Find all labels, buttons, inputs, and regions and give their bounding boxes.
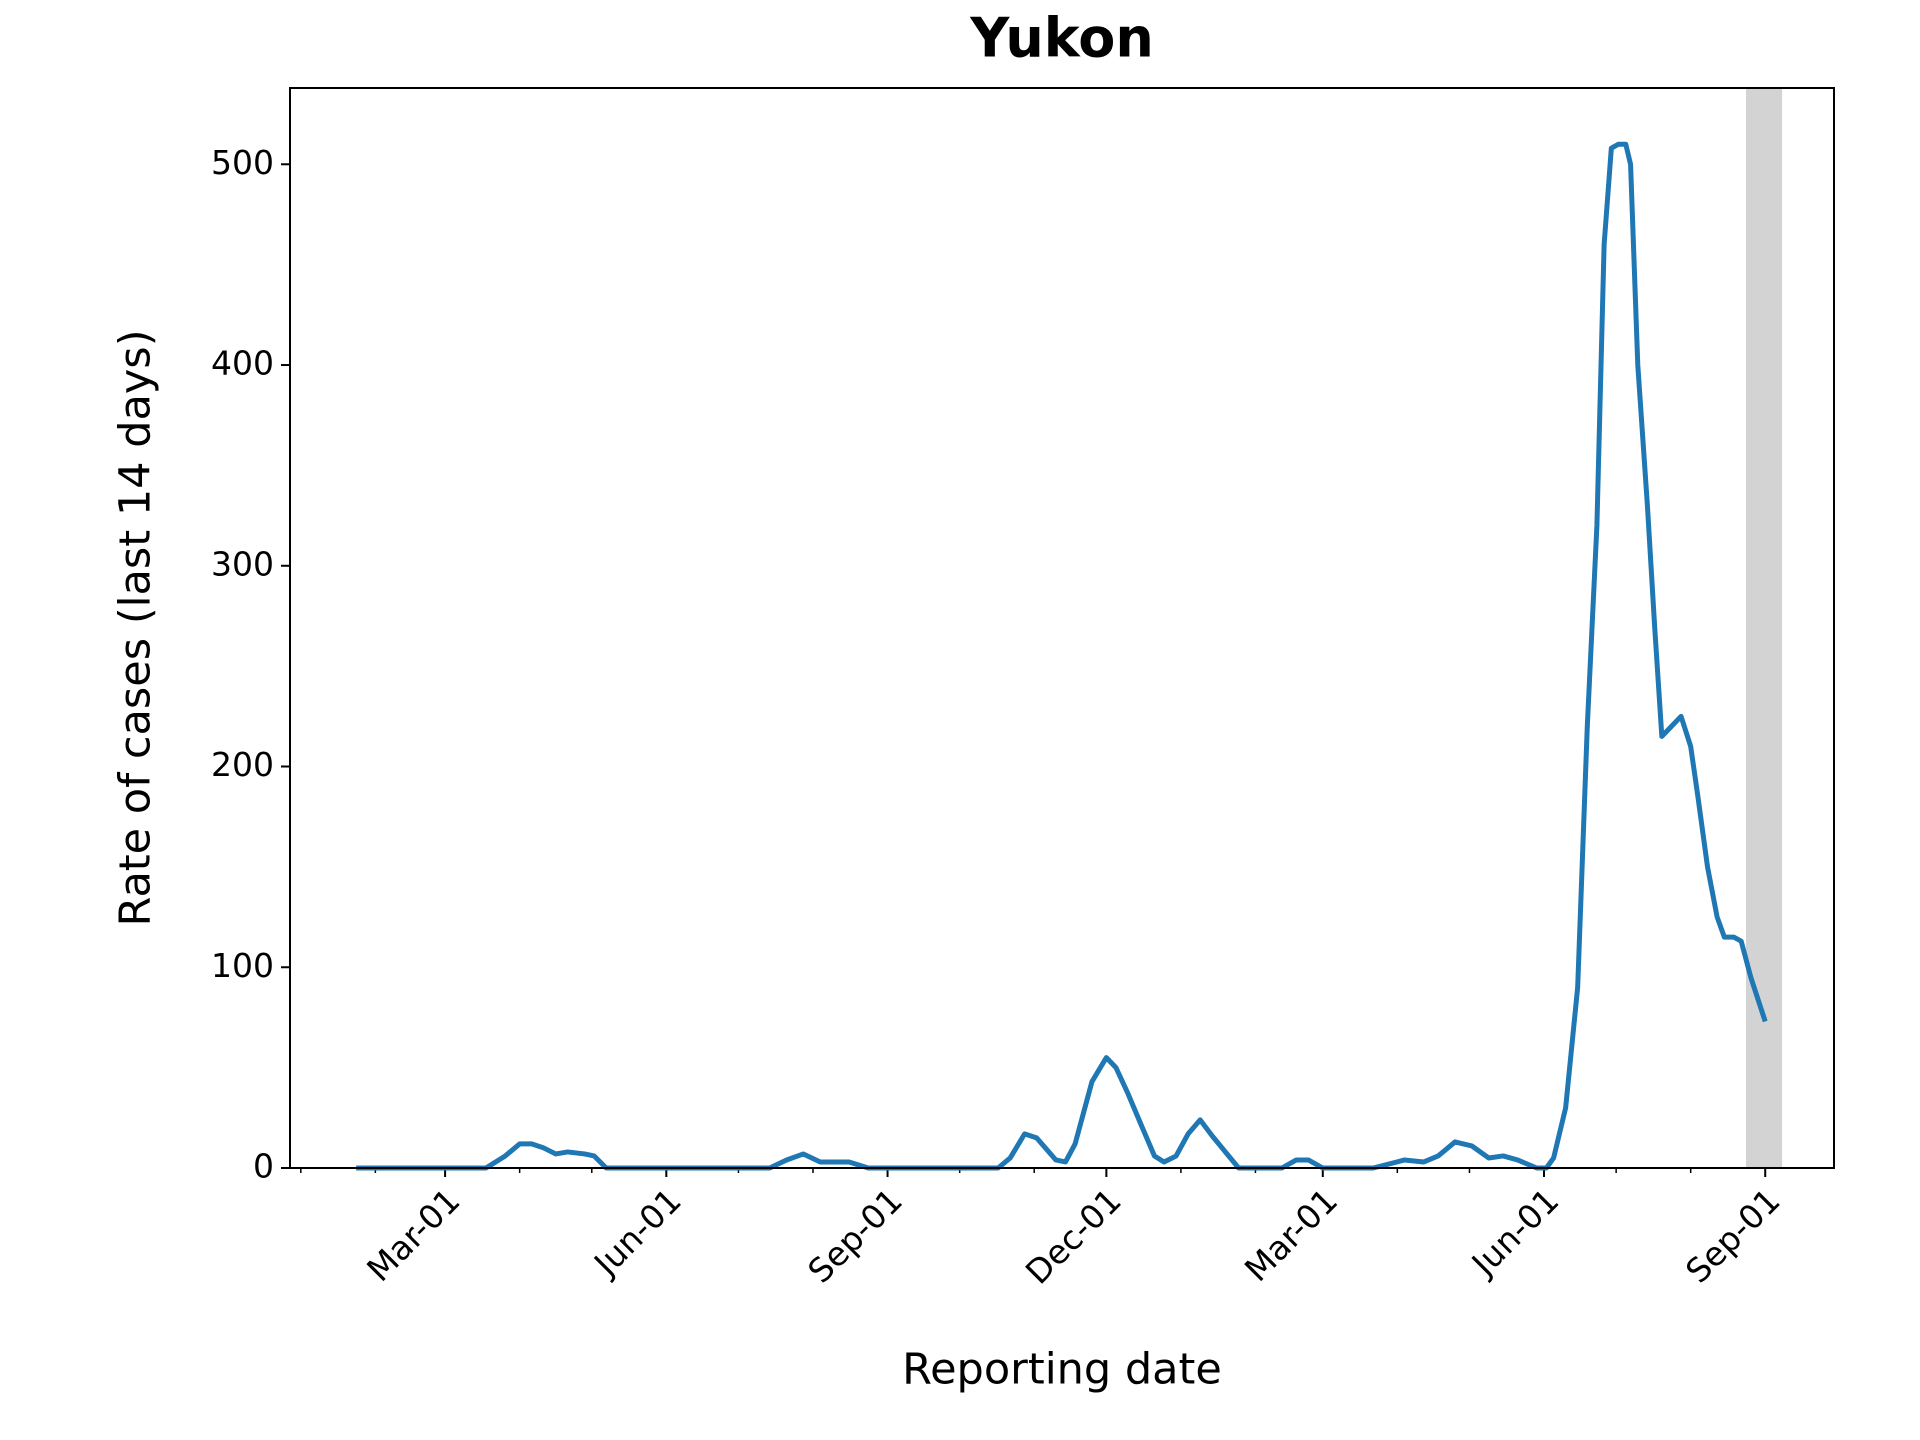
- x-tick-label: Mar-01: [1237, 1181, 1345, 1289]
- plot-frame: [289, 87, 1835, 1169]
- x-tick-label: Sep-01: [800, 1181, 910, 1291]
- x-axis-label: Reporting date: [902, 1345, 1222, 1395]
- x-tick-label: Jun-01: [1463, 1181, 1567, 1285]
- y-tick-label: 300: [211, 544, 274, 583]
- line-series: [356, 141, 1768, 1171]
- y-tick-label: 500: [211, 143, 274, 182]
- y-axis-label: Rate of cases (last 14 days): [111, 330, 161, 927]
- y-tick-label: 100: [211, 946, 274, 985]
- x-tick-label: Sep-01: [1678, 1181, 1788, 1291]
- y-tick-label: 400: [211, 344, 274, 383]
- x-tick-label: Dec-01: [1018, 1181, 1129, 1292]
- shaded-span: [1745, 88, 1783, 1168]
- x-tick-label: Mar-01: [359, 1181, 467, 1289]
- x-tick-label: Jun-01: [585, 1181, 689, 1285]
- y-tick-label: 0: [253, 1147, 274, 1186]
- y-tick-label: 200: [211, 745, 274, 784]
- chart-title: Yukon: [969, 7, 1154, 70]
